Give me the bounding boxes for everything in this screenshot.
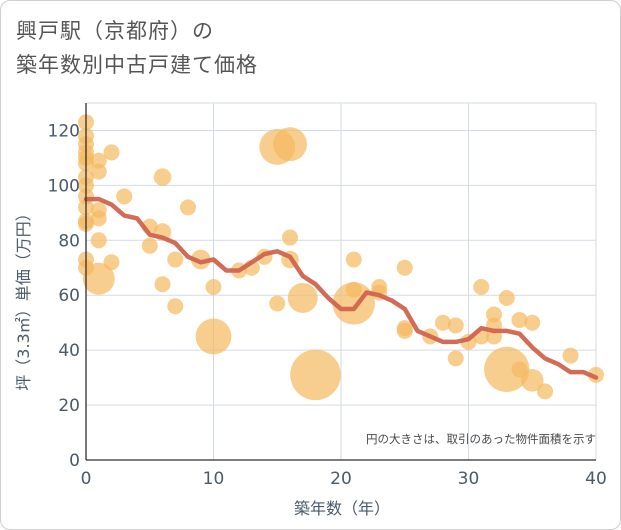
x-axis-label: 築年数（年） xyxy=(294,499,390,518)
x-tick-label: 10 xyxy=(203,469,225,489)
bubble-point xyxy=(167,298,184,315)
bubble-point xyxy=(447,317,464,334)
x-tick-label: 20 xyxy=(330,469,352,489)
y-tick-label: 40 xyxy=(58,341,80,361)
bubble-point xyxy=(195,318,232,355)
y-tick-label: 20 xyxy=(58,396,80,416)
bubble-point xyxy=(473,278,490,295)
bubble-point xyxy=(103,144,120,161)
bubble-point xyxy=(103,254,120,271)
axes xyxy=(85,103,596,461)
bubble-point xyxy=(447,350,464,367)
y-tick-label: 60 xyxy=(58,286,80,306)
chart-title-line-2: 築年数別中古戸建て価格 xyxy=(16,53,258,77)
bubble-point xyxy=(484,346,530,393)
bubble-point xyxy=(90,152,107,169)
bubble-point xyxy=(190,249,211,270)
bubble-point xyxy=(396,259,413,276)
bubble-point xyxy=(90,163,107,180)
bubble-point xyxy=(562,347,579,364)
y-tick-label: 100 xyxy=(48,176,80,196)
bubble-point xyxy=(511,311,528,328)
bubble-point xyxy=(82,262,115,295)
bubble-point xyxy=(167,251,184,268)
bubble-point xyxy=(273,127,307,162)
x-tick-label: 30 xyxy=(458,469,480,489)
annotation-note: 円の大きさは、取引のあった物件面積を示す xyxy=(366,432,596,446)
bubble-point xyxy=(396,322,413,339)
bubble-point xyxy=(141,237,158,254)
chart-title-line-1: 興戸駅（京都府）の xyxy=(16,19,214,43)
bubble-point xyxy=(435,314,451,331)
bubble-point xyxy=(345,251,362,268)
bubble-point xyxy=(332,282,375,325)
bubble-point xyxy=(486,306,502,323)
y-tick-label: 80 xyxy=(58,231,80,251)
bubble-point xyxy=(180,199,196,216)
bubble-series xyxy=(78,114,604,401)
bubble-point xyxy=(269,295,286,312)
trend-line-series xyxy=(83,196,599,380)
y-tick-label: 120 xyxy=(48,121,80,141)
x-tick-label: 0 xyxy=(81,469,92,489)
bubble-point xyxy=(205,278,222,295)
bubble-point xyxy=(290,349,341,401)
tick-labels: 0 20 40 60 80 100 120 0 10 20 30 40 xyxy=(48,121,607,489)
bubble-point xyxy=(116,188,133,205)
y-axis-label: 坪（3.3㎡）単価（万円） xyxy=(14,205,33,390)
bubble-point xyxy=(537,383,553,400)
trend-line xyxy=(83,196,599,380)
bubble-point xyxy=(90,210,107,227)
bubble-point xyxy=(498,289,515,306)
bubble-point xyxy=(154,276,171,293)
x-tick-label: 40 xyxy=(585,469,607,489)
bubble-point xyxy=(524,314,541,331)
chart-title: 興戸駅（京都府）の 築年数別中古戸建て価格 xyxy=(16,14,258,82)
bubble-point xyxy=(588,366,604,383)
y-tick-label: 0 xyxy=(69,451,80,471)
bubble-point xyxy=(90,232,107,249)
bubble-point xyxy=(287,283,318,313)
bubble-point xyxy=(520,369,544,392)
bubble-point xyxy=(153,168,172,186)
bubble-point xyxy=(282,229,298,246)
